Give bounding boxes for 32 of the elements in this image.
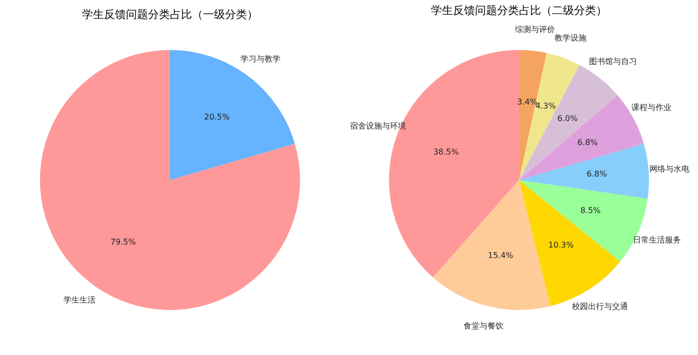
pie-slice [170,50,295,180]
slice-label: 日常生活服务 [633,235,682,244]
data-label: 6.8% [586,170,608,179]
slice-label: 教学设施 [554,33,587,42]
pie-slice [389,50,519,278]
chart-title: 学生反馈问题分类占比（一级分类） [82,8,258,21]
data-label: 20.5% [204,112,230,122]
slice-label: 图书馆与自习 [588,57,637,66]
slice-label: 学生生活 [63,296,96,305]
pie-slice [519,52,580,180]
pie-slice [519,180,648,262]
slice-label: 课程与作业 [632,103,672,112]
data-label: 6.0% [557,114,578,123]
pie-slice [433,180,551,310]
pie-slice [519,144,649,199]
slice-label: 综测与评价 [515,25,556,34]
slice-label: 网络与水电 [649,164,690,174]
data-label: 8.5% [580,206,602,216]
data-label: 15.4% [488,250,514,260]
data-label: 38.5% [433,147,460,156]
pie-slice [519,64,618,180]
slice-label: 校园出行与交通 [571,302,628,312]
slice-label: 食堂与餐饮 [463,322,504,331]
data-label: 6.8% [577,138,598,147]
data-label: 3.4% [517,97,538,106]
data-label: 10.3% [548,240,574,250]
chart-title: 学生反馈问题分类占比（二级分类） [431,4,607,18]
slice-label: 宿舍设施与环境 [350,122,406,131]
data-label: 79.5% [110,237,136,246]
pie-slice [40,50,300,310]
data-label: 4.3% [535,102,556,111]
slice-label: 学习与教学 [240,54,281,64]
